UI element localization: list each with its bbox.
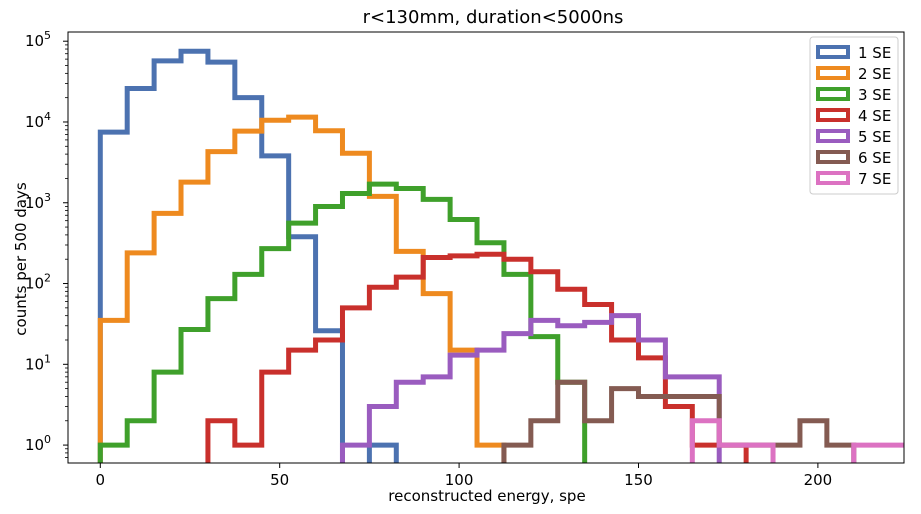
legend-label: 5 SE <box>858 128 891 146</box>
x-tick-label: 150 <box>624 471 653 489</box>
legend-label: 3 SE <box>858 86 891 104</box>
legend-swatch <box>816 150 850 164</box>
series-line-2se <box>97 114 507 463</box>
series-line-3se <box>97 181 588 463</box>
x-tick-label: 200 <box>804 471 833 489</box>
plot-area <box>67 31 905 464</box>
y-tick-label: 103 <box>25 191 51 212</box>
x-tick-label: 0 <box>96 471 106 489</box>
y-tick-label: 104 <box>25 110 51 131</box>
x-axis-label: reconstructed energy, spe <box>388 487 585 505</box>
legend-swatch <box>816 108 850 122</box>
legend-label: 1 SE <box>858 44 891 62</box>
legend-swatch <box>816 171 850 185</box>
legend-label: 2 SE <box>858 65 891 83</box>
y-tick-label: 100 <box>25 433 51 454</box>
series-line-1se <box>97 48 399 463</box>
legend: 1 SE 2 SE 3 SE 4 SE 5 SE 6 SE 7 SE <box>809 36 899 195</box>
chart-title: r<130mm, duration<5000ns <box>363 7 624 28</box>
y-tick-label: 105 <box>25 29 51 50</box>
y-axis: 100 101 102 103 104 105 <box>25 29 68 458</box>
legend-label: 4 SE <box>858 107 891 125</box>
legend-swatch <box>816 45 850 59</box>
x-tick-label: 50 <box>270 471 289 489</box>
legend-swatch <box>816 129 850 143</box>
series-group <box>97 48 904 463</box>
legend-label: 7 SE <box>858 170 891 188</box>
legend-label: 6 SE <box>858 149 891 167</box>
series-line-4se <box>205 251 749 463</box>
legend-swatch <box>816 87 850 101</box>
y-axis-label: counts per 500 days <box>12 182 30 336</box>
legend-swatch <box>816 66 850 80</box>
x-axis: 0 50 100 150 200 <box>96 463 833 489</box>
series-line-5se <box>339 313 722 463</box>
series-line-7se <box>689 418 904 463</box>
x-tick-label: 100 <box>445 471 474 489</box>
y-tick-label: 101 <box>25 352 51 373</box>
plot-frame <box>67 31 905 464</box>
y-tick-label: 102 <box>25 272 51 293</box>
series-line-6se <box>501 379 857 463</box>
